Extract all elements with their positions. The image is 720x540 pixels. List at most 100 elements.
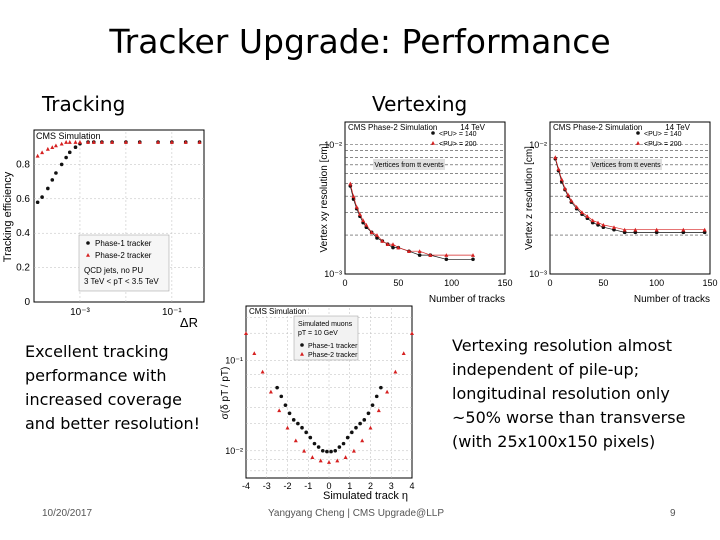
phase1-data-point	[341, 441, 346, 446]
y-axis-label: σ(δ pT / pT)	[220, 367, 231, 420]
phase2-data-point	[368, 425, 373, 430]
right-text-line: Vertexing resolution almost	[452, 336, 673, 355]
phase1-data-point	[391, 245, 395, 250]
phase2-data-point	[369, 230, 374, 235]
phase2-data-point	[407, 249, 411, 254]
phase2-data-point	[197, 140, 202, 144]
y-axis-label: Vertex xy resolution [cm]	[319, 143, 330, 252]
legend-label: <PU> = 200	[439, 141, 477, 148]
phase2-data-point	[156, 140, 161, 144]
x-tick-label: 10⁻³	[70, 307, 90, 318]
annotation-text: Vertices from tt events	[591, 162, 661, 169]
phase2-data-point	[428, 253, 433, 257]
phase2-data-point	[86, 253, 90, 257]
phase1-data-point	[375, 236, 379, 240]
phase1-data-point	[291, 418, 296, 422]
x-tick-label: 0	[342, 278, 347, 288]
plot-header: CMS Simulation	[36, 131, 101, 141]
phase2-data-point	[375, 233, 379, 237]
phase1-data-point	[283, 403, 288, 407]
section-heading-vertexing: Vertexing	[372, 92, 468, 116]
phase2-data-point	[351, 194, 356, 198]
phase2-data-point	[654, 227, 659, 232]
phase2-data-point	[612, 225, 616, 230]
phase2-data-point	[35, 153, 40, 158]
phase1-data-point	[358, 421, 362, 426]
vertex-z-resolution-plot: CMS Phase-2 Simulation 14 TeV Vertex z r…	[524, 121, 718, 305]
legend-label: Phase-1 tracker	[95, 239, 152, 248]
phase1-data-point	[350, 430, 354, 435]
phase2-data-point	[444, 253, 449, 257]
left-text-line: and better resolution!	[25, 414, 201, 433]
footer-date: 10/20/2017	[42, 508, 93, 519]
phase2-data-point	[64, 140, 69, 144]
series-line	[554, 157, 705, 231]
phase2-data-point	[45, 146, 50, 151]
x-axis-label: Number of tracks	[634, 294, 710, 305]
right-text-line: longitudinal resolution only	[452, 384, 670, 403]
phase2-data-point	[110, 140, 115, 144]
phase2-data-point	[410, 331, 414, 336]
legend-box	[78, 234, 170, 292]
phase1-data-point	[46, 186, 50, 191]
left-text-line: increased coverage	[25, 390, 182, 409]
phase2-data-point	[417, 249, 422, 254]
phase2-data-point	[596, 220, 600, 225]
y-tick-label: 10⁻³	[529, 269, 547, 279]
phase2-data-point	[86, 140, 91, 144]
y-tick-label: 0.2	[16, 263, 30, 274]
phase2-data-point	[636, 141, 640, 145]
phase2-data-point	[343, 455, 348, 459]
x-axis-label: ΔR	[180, 315, 198, 330]
x-tick-label: 100	[444, 278, 459, 288]
phase2-data-point	[633, 227, 638, 232]
annotation-box	[590, 159, 662, 170]
x-tick-label: -3	[263, 481, 271, 491]
phase1-data-point	[379, 385, 383, 390]
phase2-data-point	[53, 143, 58, 148]
y-tick-label: 0	[24, 297, 30, 308]
phase1-data-point	[300, 425, 304, 430]
phase1-data-point	[86, 241, 90, 245]
legend-label: Phase-2 tracker	[95, 251, 152, 260]
y-axis-label: Vertex z resolution [cm]	[524, 146, 535, 250]
phase1-data-point	[320, 448, 325, 453]
phase1-data-point	[329, 449, 333, 454]
phase2-data-point	[396, 245, 401, 250]
phase2-data-point	[601, 222, 606, 227]
phase2-data-point	[351, 448, 356, 453]
footer-page-number: 9	[670, 508, 676, 519]
x-tick-label: 50	[598, 278, 608, 288]
phase2-data-point	[285, 425, 290, 430]
x-axis-label: Number of tracks	[429, 294, 505, 305]
legend-label: <PU> = 140	[439, 131, 477, 138]
phase1-data-point	[308, 435, 313, 440]
phase1-data-point	[275, 385, 279, 390]
y-tick-label: 10⁻¹	[225, 355, 243, 365]
tracking-efficiency-plot: CMS Simulation Tracking efficiency 0 0.2 0…	[2, 129, 205, 330]
phase2-data-point	[385, 242, 390, 247]
phase2-data-point	[137, 140, 142, 144]
phase1-data-point	[287, 411, 292, 416]
plot-header: CMS Phase-2 Simulation	[553, 123, 642, 132]
right-text-line: ~50% worse than transverse	[452, 408, 686, 427]
y-tick-label: 10⁻³	[324, 269, 342, 279]
y-tick-label: 10⁻²	[324, 140, 342, 150]
phase2-data-point	[569, 198, 574, 203]
phase2-data-point	[566, 192, 571, 197]
phase2-data-point	[401, 351, 406, 356]
annotation-text: Vertices from tt events	[374, 162, 444, 169]
annotation-box	[373, 159, 445, 170]
phase2-data-point	[431, 141, 435, 145]
phase2-data-point	[393, 369, 398, 374]
left-text-block: Excellent tracking performance with incr…	[25, 340, 200, 436]
annotation-text: pT = 10 GeV	[298, 330, 338, 337]
phase1-data-point	[316, 445, 321, 449]
phase2-data-point	[562, 186, 567, 191]
phase2-data-point	[574, 204, 579, 209]
phase1-data-point	[35, 200, 40, 205]
phase2-data-point	[681, 227, 686, 232]
legend-label: <PU> = 200	[644, 141, 682, 148]
phase2-data-point	[376, 408, 381, 413]
phase1-data-point	[325, 449, 329, 454]
